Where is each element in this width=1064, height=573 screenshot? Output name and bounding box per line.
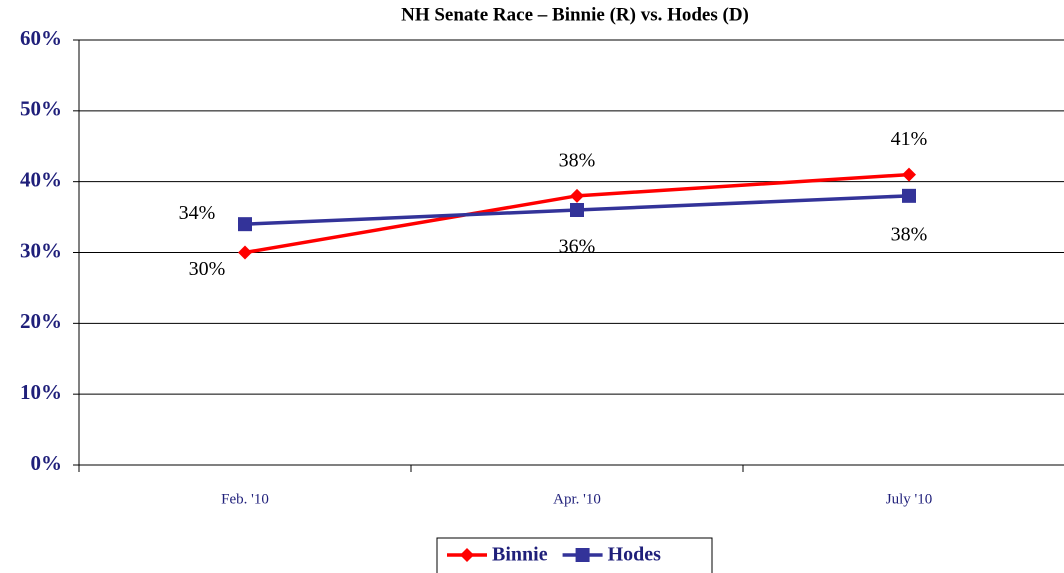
data-label: 38% <box>559 149 596 171</box>
marker <box>238 217 252 232</box>
marker <box>902 167 916 182</box>
x-tick-label: Feb. '10 <box>221 491 269 507</box>
y-tick-label: 40% <box>20 167 62 191</box>
marker <box>902 188 916 203</box>
y-tick-label: 30% <box>20 238 62 262</box>
y-tick-label: 50% <box>20 97 62 121</box>
y-tick-label: 10% <box>20 380 62 404</box>
data-label: 30% <box>189 258 226 280</box>
data-label: 34% <box>179 202 216 224</box>
chart-title: NH Senate Race – Binnie (R) vs. Hodes (D… <box>401 4 749 25</box>
y-tick-label: 20% <box>20 309 62 333</box>
data-label: 38% <box>891 223 928 245</box>
legend-label: Hodes <box>608 544 662 566</box>
marker <box>570 188 584 203</box>
legend-marker <box>460 548 474 562</box>
legend-label: Binnie <box>492 544 548 566</box>
data-label: 41% <box>891 128 928 150</box>
data-label: 36% <box>559 236 596 258</box>
y-tick-label: 60% <box>20 26 62 50</box>
x-tick-label: Apr. '10 <box>553 491 601 507</box>
legend-marker <box>575 548 590 562</box>
marker <box>570 203 584 217</box>
marker <box>238 245 252 260</box>
x-tick-label: July '10 <box>886 491 932 507</box>
y-tick-label: 0% <box>31 451 63 475</box>
